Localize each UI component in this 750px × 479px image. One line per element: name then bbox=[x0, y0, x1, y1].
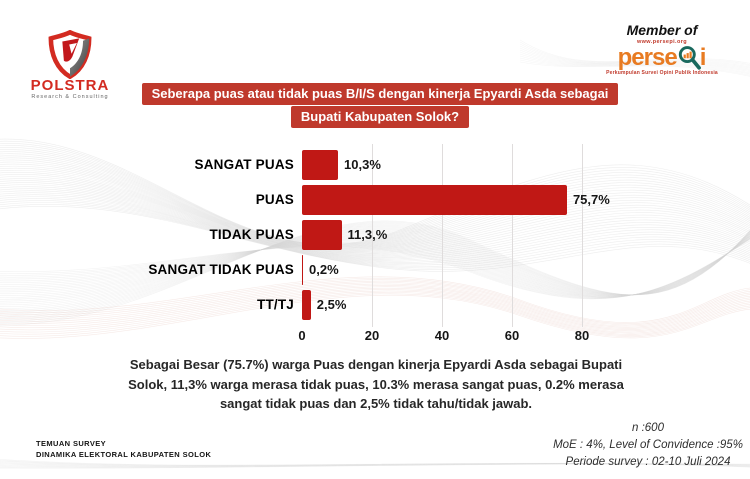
question-line-1: Seberapa puas atau tidak puas B/I/S deng… bbox=[141, 83, 619, 105]
survey-info-line-1: TEMUAN SURVEY bbox=[36, 439, 107, 448]
bar-value-label: 10,3% bbox=[344, 157, 381, 172]
summary-text: Sebagai Besar (75.7%) warga Puas dengan … bbox=[128, 357, 624, 411]
question-line-2: Bupati Kabupaten Solok? bbox=[290, 106, 470, 128]
x-tick-label: 60 bbox=[504, 328, 520, 343]
persepi-wordmark-suffix: i bbox=[699, 43, 707, 71]
category-label: SANGAT PUAS bbox=[194, 157, 294, 172]
persepi-tagline: Perkumpulan Survei Opini Publik Indonesi… bbox=[606, 70, 718, 76]
persepi-wordmark: perse bbox=[617, 43, 678, 71]
bar bbox=[302, 184, 567, 215]
bar-value-label: 0,2% bbox=[309, 262, 339, 277]
chart-row: TT/TJ 2,5% bbox=[130, 287, 616, 322]
gridline bbox=[582, 144, 583, 327]
bar bbox=[302, 219, 342, 250]
persepi-membership: Member of www.persepi.org perse i Perkum… bbox=[588, 22, 736, 76]
moe-confidence: MoE : 4%, Level of Convidence :95% bbox=[553, 439, 743, 451]
x-tick-label: 20 bbox=[364, 328, 380, 343]
polstra-logo: POLSTRA Research & Consulting bbox=[24, 30, 116, 100]
polstra-tagline: Research & Consulting bbox=[31, 94, 109, 100]
x-tick-label: 0 bbox=[298, 328, 306, 343]
gridline bbox=[512, 144, 513, 327]
bar-chart: SANGAT PUAS 10,3% PUAS 75,7% TIDAK PUAS 11,3,… bbox=[130, 144, 616, 347]
bar-value-label: 11,3,% bbox=[347, 227, 388, 242]
bar-value-label: 75,7% bbox=[572, 192, 610, 207]
bar bbox=[302, 289, 311, 320]
gridline bbox=[372, 144, 373, 327]
chart-row: SANGAT PUAS 10,3% bbox=[130, 147, 616, 182]
polstra-shield-icon bbox=[48, 30, 92, 79]
category-label: PUAS bbox=[255, 192, 294, 207]
survey-info-line-2: DINAMIKA ELEKTORAL KABUPATEN SOLOK bbox=[36, 450, 212, 459]
survey-info: TEMUAN SURVEY DINAMIKA ELEKTORAL KABUPAT… bbox=[36, 438, 211, 460]
bar bbox=[302, 254, 303, 285]
bar bbox=[302, 149, 339, 180]
chart-row: TIDAK PUAS 11,3,% bbox=[130, 217, 616, 252]
sample-size: n :600 bbox=[632, 422, 664, 434]
polstra-name: POLSTRA bbox=[30, 77, 110, 94]
gridline bbox=[442, 144, 443, 327]
x-tick-label: 40 bbox=[434, 328, 450, 343]
magnifier-icon bbox=[678, 46, 701, 70]
category-label: TIDAK PUAS bbox=[209, 227, 294, 242]
persepi-logo: www.persepi.org perse i Perkumpulan Surv… bbox=[588, 39, 736, 76]
bar-value-label: 2,5% bbox=[316, 297, 347, 312]
chart-rows: SANGAT PUAS 10,3% PUAS 75,7% TIDAK PUAS 11,3,… bbox=[130, 147, 616, 322]
question-banner: Seberapa puas atau tidak puas B/I/S deng… bbox=[10, 83, 750, 128]
survey-period: Periode survey : 02-10 Juli 2024 bbox=[565, 456, 731, 468]
persepi-url: www.persepi.org bbox=[636, 39, 688, 45]
chart-row: SANGAT TIDAK PUAS 0,2% bbox=[130, 252, 616, 287]
category-label: SANGAT TIDAK PUAS bbox=[148, 262, 294, 277]
category-label: TT/TJ bbox=[257, 297, 294, 312]
sample-info: n :600 MoE : 4%, Level of Convidence :95… bbox=[548, 420, 748, 471]
x-tick-label: 80 bbox=[574, 328, 590, 343]
chart-gridlines bbox=[302, 144, 612, 327]
member-of-label: Member of bbox=[626, 22, 698, 38]
chart-row: PUAS 75,7% bbox=[130, 182, 616, 217]
x-axis: 0 20 40 60 80 bbox=[298, 328, 612, 346]
